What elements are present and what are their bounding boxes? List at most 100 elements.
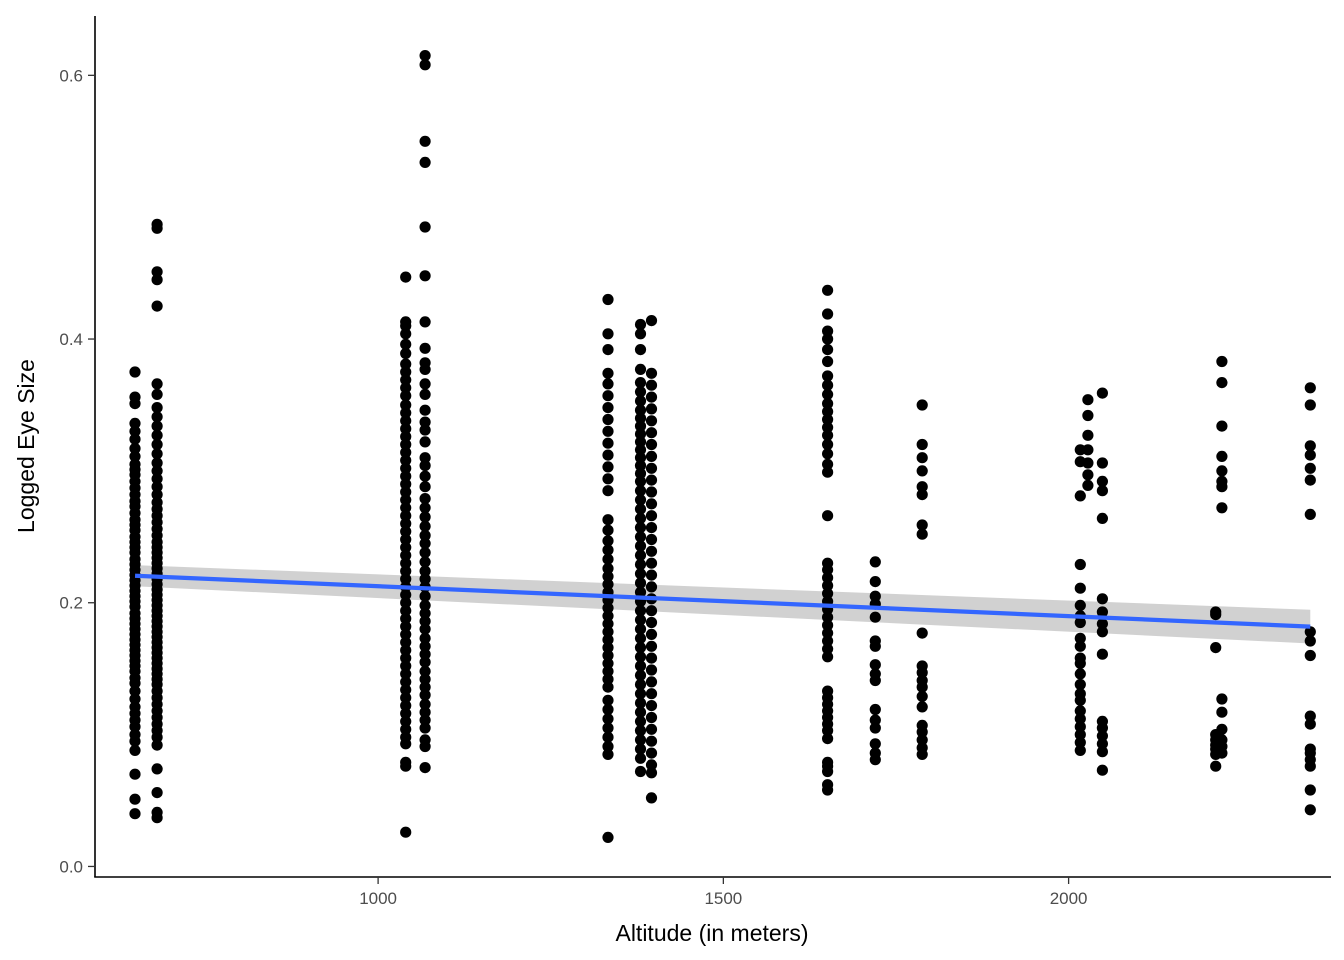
data-point [1096,593,1108,605]
data-point [1074,744,1086,757]
data-point [645,581,658,593]
data-point [602,657,614,670]
data-point [1074,657,1086,670]
data-point [1304,635,1316,647]
data-point [1216,377,1228,389]
data-point [400,525,412,538]
data-point [419,547,431,559]
data-point [916,748,928,761]
data-point [822,458,834,470]
data-point [1304,804,1316,816]
data-point [634,734,647,746]
data-point [419,378,431,390]
data-point [634,669,647,681]
data-point [419,481,431,493]
data-point [419,424,431,436]
data-point [129,693,141,705]
data-point [1216,706,1228,718]
data-point [400,366,412,378]
data-point [645,438,658,451]
data-point [1082,409,1094,422]
data-point [1096,618,1108,630]
data-point [419,404,431,416]
data-point [129,425,141,437]
data-point [916,726,928,738]
data-point [822,651,834,663]
data-point [1304,440,1316,452]
data-point [645,688,658,700]
data-point [419,502,431,514]
data-point [869,738,881,750]
data-point [916,734,928,746]
data-point [822,429,834,441]
data-point [634,651,647,663]
data-point [645,522,658,534]
data-point [645,700,658,712]
data-point [1074,582,1086,594]
data-point [602,344,614,356]
data-point [400,446,412,458]
data-point [822,438,834,451]
data-point [400,399,412,411]
data-point [1082,457,1094,469]
data-point [822,619,834,631]
data-point [916,627,928,639]
data-point [1074,736,1086,749]
data-point [419,452,431,464]
data-point [634,344,647,356]
data-point [151,429,163,441]
data-point [602,553,614,565]
data-point [419,363,431,375]
data-point [419,640,431,652]
data-point [645,747,658,759]
data-point [1082,394,1094,406]
data-point [1074,668,1086,680]
data-point [400,510,412,522]
data-point [151,402,163,414]
data-point [400,407,412,419]
data-point [645,759,658,771]
data-point [645,640,658,652]
data-point [400,660,412,672]
confidence-band [135,565,1311,644]
data-point [822,784,834,796]
data-point [419,270,431,282]
data-point [645,367,658,379]
data-point [645,676,658,688]
data-point [1216,450,1228,462]
data-point [1304,508,1316,520]
x-tick-label: 1000 [359,889,397,908]
trend-line [134,573,1311,629]
data-point [602,618,614,630]
data-point [1082,479,1094,491]
data-point [634,467,647,480]
data-point [419,665,431,677]
data-point [1096,648,1108,660]
data-point [822,379,834,391]
data-point [419,632,431,644]
data-point [645,462,658,474]
data-point [634,318,647,331]
data-point [151,787,163,799]
data-point [1304,649,1316,662]
data-point [400,723,412,735]
data-point [400,700,412,712]
data-point [634,558,647,571]
data-point [129,398,141,410]
data-point [602,328,614,340]
data-point [400,684,412,696]
data-point [634,475,647,487]
data-point [634,697,647,709]
data-point [634,428,647,440]
data-point [400,613,412,625]
data-point [822,421,834,433]
data-point [400,628,412,641]
data-point [419,681,431,693]
data-point [151,812,163,824]
data-point [822,333,834,345]
data-point [634,460,647,472]
data-point [645,616,658,629]
data-point [419,416,431,428]
data-point [419,762,431,774]
axes-layer [94,16,1331,878]
